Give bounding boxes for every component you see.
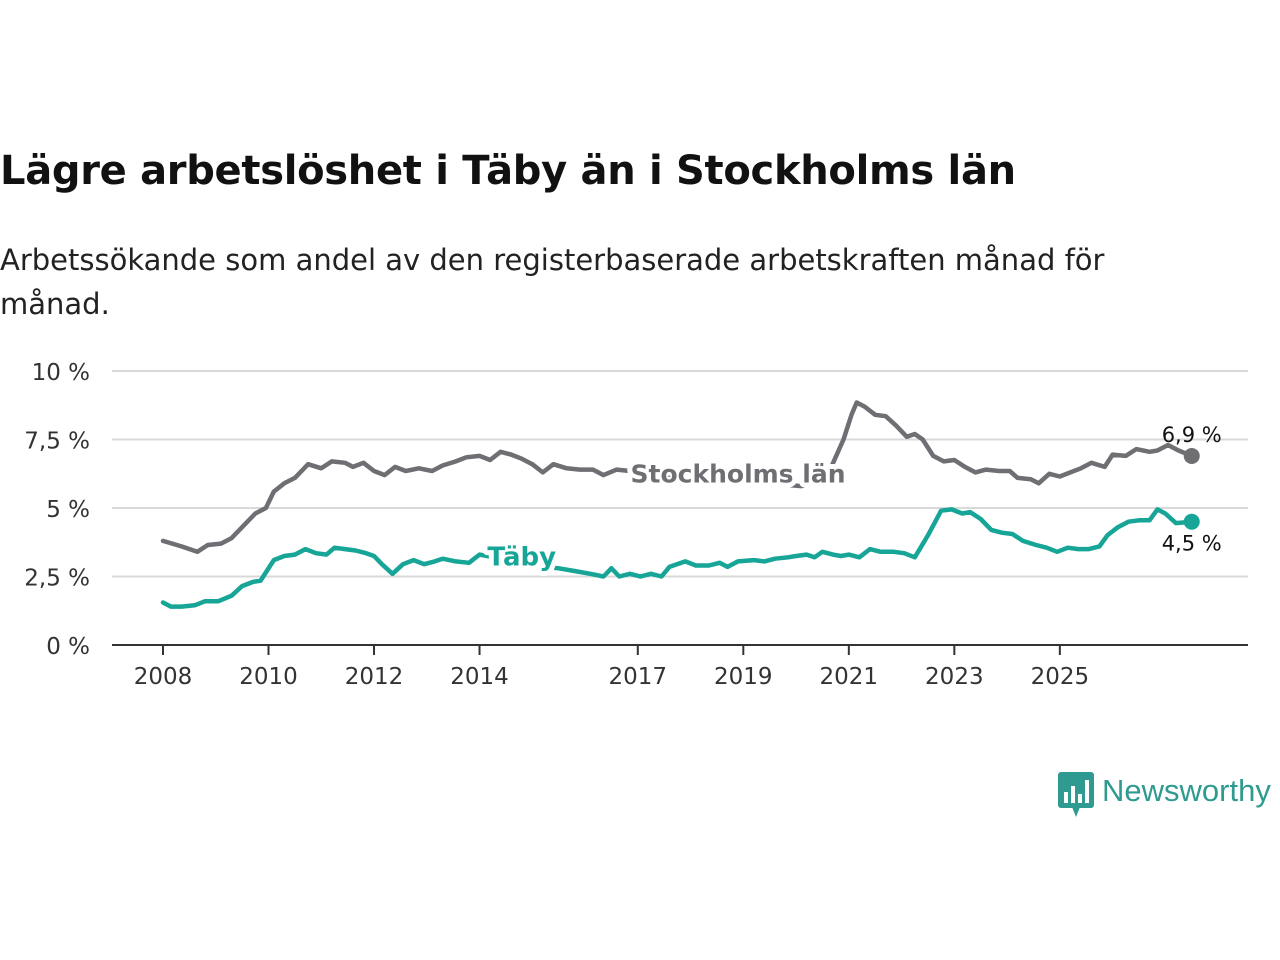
end-value-label: 4,5 %: [1162, 532, 1222, 556]
x-tick-label: 2012: [345, 664, 404, 690]
chart-title: Lägre arbetslöshet i Täby än i Stockholm…: [0, 148, 1016, 194]
series-label-taby: Täby: [487, 542, 556, 572]
x-tick-label: 2008: [134, 664, 193, 690]
newsworthy-brand: Newsworthy: [1058, 772, 1271, 818]
chart-subtitle: Arbetssökande som andel av den registerb…: [0, 243, 1105, 321]
y-tick-label: 5 %: [46, 497, 90, 523]
axes: 0 % 2,5 % 5 % 7,5 % 10 % 2008 2010 2012 2014 2017…: [24, 360, 1248, 690]
end-value-label: 6,9 %: [1162, 423, 1222, 447]
y-tick-label: 2,5 %: [24, 566, 90, 592]
x-tick-label: 2023: [925, 664, 984, 690]
x-tick-label: 2010: [239, 664, 298, 690]
end-point-marker: [1183, 513, 1200, 530]
x-tick-label: 2017: [609, 664, 668, 690]
newsworthy-wordmark: Newsworthy: [1102, 773, 1271, 808]
series-label-stockholms-lan: Stockholms län: [631, 459, 846, 488]
x-tick-label: 2014: [450, 664, 509, 690]
y-tick-label: 10 %: [32, 360, 90, 386]
x-tick-label: 2019: [714, 664, 773, 690]
y-tick-label: 7,5 %: [24, 429, 90, 455]
x-tick-label: 2021: [820, 664, 879, 690]
newsworthy-logo-icon: [1058, 772, 1094, 817]
series-lines: [160, 400, 1200, 609]
x-tick-label: 2025: [1031, 664, 1090, 690]
y-tick-label: 0 %: [46, 634, 90, 660]
chart-labels: 6,9 % 4,5 % Stockholms län Täby: [482, 423, 1222, 577]
end-point-marker: [1183, 447, 1200, 464]
series-line-taby: [160, 507, 1194, 609]
gridlines: [112, 370, 1248, 578]
series-line-stockholms-lan: [160, 400, 1194, 555]
